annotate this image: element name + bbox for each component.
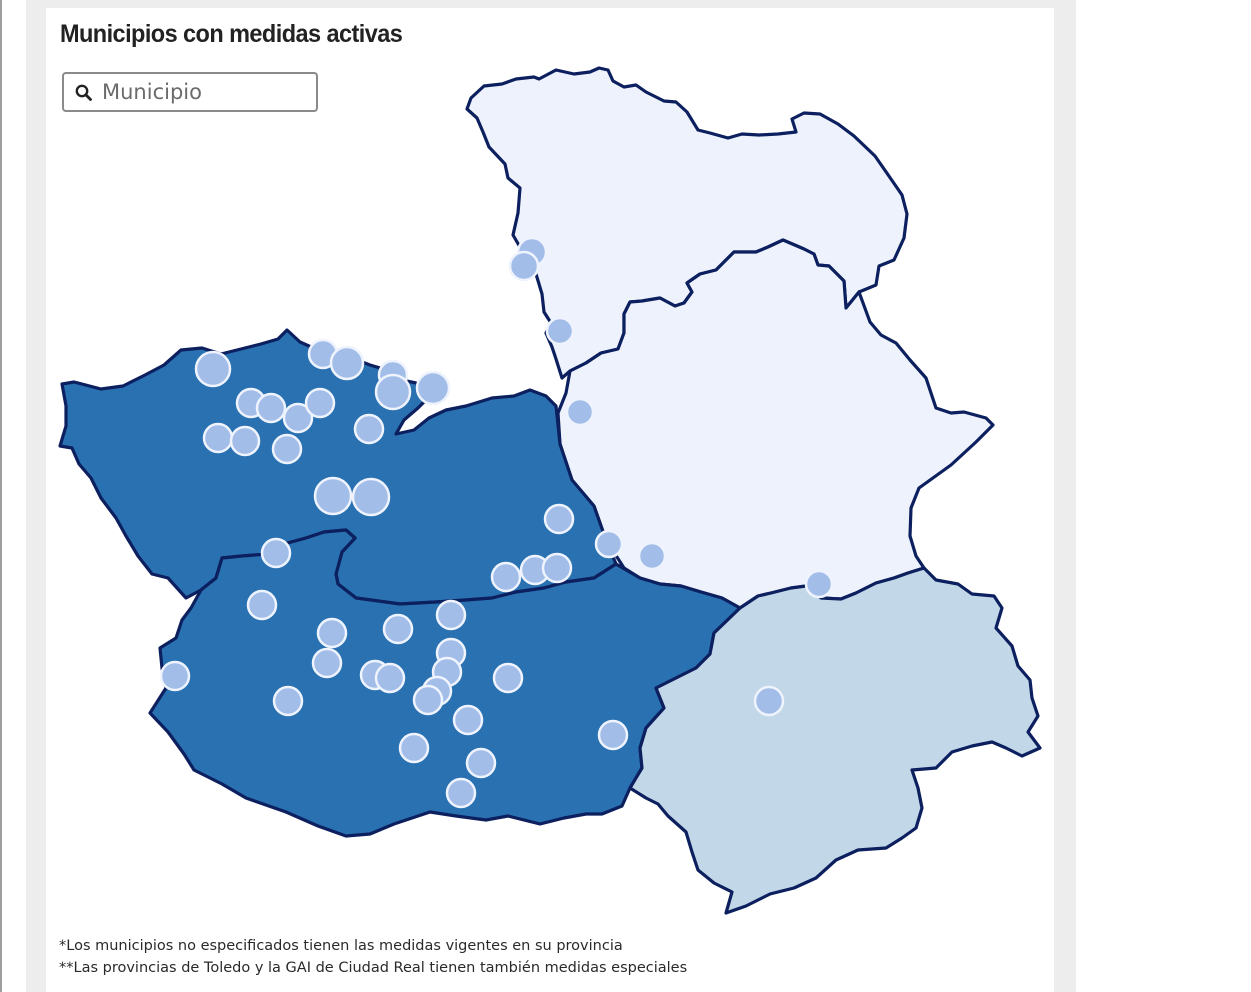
municipality-marker[interactable] xyxy=(412,684,444,716)
municipality-marker[interactable] xyxy=(445,777,477,809)
municipality-marker[interactable] xyxy=(452,704,484,736)
municipality-marker[interactable] xyxy=(415,370,451,406)
municipality-marker[interactable] xyxy=(351,477,391,517)
municipality-marker[interactable] xyxy=(272,685,304,717)
map-card: Municipios con medidas activas *Los muni… xyxy=(46,8,1054,992)
municipality-marker[interactable] xyxy=(353,413,385,445)
municipality-marker[interactable] xyxy=(465,747,497,779)
municipality-marker[interactable] xyxy=(541,552,573,584)
footnote-2: **Las provincias de Toledo y la GAI de C… xyxy=(59,960,688,976)
municipality-markers xyxy=(159,236,834,809)
municipality-marker[interactable] xyxy=(398,732,430,764)
municipality-marker[interactable] xyxy=(565,397,595,427)
municipality-marker[interactable] xyxy=(282,402,314,434)
municipality-marker[interactable] xyxy=(194,350,232,388)
municipality-search[interactable] xyxy=(62,72,318,112)
municipality-marker[interactable] xyxy=(304,387,336,419)
municipality-marker[interactable] xyxy=(543,503,575,535)
municipality-marker[interactable] xyxy=(329,345,365,381)
municipality-marker[interactable] xyxy=(271,433,303,465)
municipality-marker[interactable] xyxy=(311,647,343,679)
municipality-marker[interactable] xyxy=(159,660,191,692)
page-left-rule xyxy=(0,0,2,992)
municipality-marker[interactable] xyxy=(508,250,540,282)
search-icon xyxy=(75,84,92,101)
municipality-marker[interactable] xyxy=(260,537,292,569)
municipality-marker[interactable] xyxy=(753,685,785,717)
municipality-marker[interactable] xyxy=(374,662,406,694)
footnote-1: *Los municipios no especificados tienen … xyxy=(59,938,623,954)
municipality-marker[interactable] xyxy=(316,617,348,649)
page-title: Municipios con medidas activas xyxy=(60,20,403,48)
municipality-marker[interactable] xyxy=(229,425,261,457)
region-map xyxy=(58,66,1042,915)
province-albacete[interactable] xyxy=(628,566,1042,915)
municipality-marker[interactable] xyxy=(382,613,414,645)
municipality-marker[interactable] xyxy=(490,561,522,593)
municipality-marker[interactable] xyxy=(545,316,575,346)
municipality-marker[interactable] xyxy=(804,569,834,599)
municipality-marker[interactable] xyxy=(246,589,278,621)
municipality-marker[interactable] xyxy=(594,529,624,559)
municipality-marker[interactable] xyxy=(492,662,524,694)
municipality-marker[interactable] xyxy=(637,541,667,571)
municipality-marker[interactable] xyxy=(435,599,467,631)
municipality-marker[interactable] xyxy=(374,373,412,411)
municipality-marker[interactable] xyxy=(313,476,353,516)
search-input[interactable] xyxy=(102,77,307,107)
municipality-marker[interactable] xyxy=(255,392,287,424)
municipality-marker[interactable] xyxy=(202,422,234,454)
province-shapes xyxy=(58,66,1042,915)
municipality-marker[interactable] xyxy=(597,719,629,751)
